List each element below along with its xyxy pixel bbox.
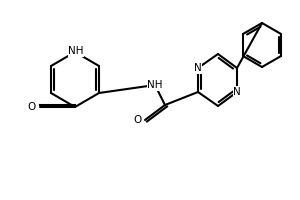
Text: NH: NH — [68, 46, 84, 56]
Text: NH: NH — [147, 80, 163, 90]
Text: N: N — [194, 63, 202, 73]
Text: O: O — [134, 115, 142, 125]
Text: N: N — [233, 87, 241, 97]
Text: O: O — [28, 102, 36, 112]
